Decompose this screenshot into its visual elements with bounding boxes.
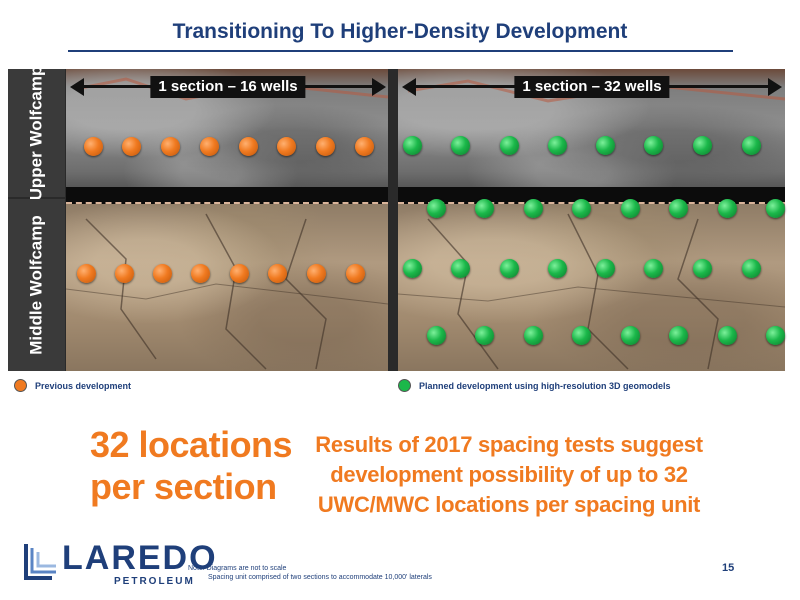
previous-well bbox=[160, 136, 180, 156]
company-logo: LAREDO PETROLEUM bbox=[22, 540, 216, 590]
planned-well bbox=[595, 258, 615, 278]
previous-well bbox=[114, 263, 134, 283]
previous-well bbox=[276, 136, 296, 156]
planned-well bbox=[741, 135, 761, 155]
planned-well bbox=[741, 258, 761, 278]
planned-well bbox=[620, 198, 640, 218]
locations-headline-line2: per section bbox=[90, 466, 277, 507]
planned-well bbox=[765, 325, 785, 345]
previous-well bbox=[354, 136, 374, 156]
locations-headline: 32 locations per section bbox=[90, 424, 305, 508]
results-line3: UWC/MWC locations per spacing unit bbox=[317, 492, 701, 517]
previous-well bbox=[121, 136, 141, 156]
planned-well bbox=[450, 258, 470, 278]
title-divider bbox=[68, 50, 733, 52]
layer-label-upper: Upper Wolfcamp bbox=[8, 66, 65, 200]
results-text: Results of 2017 spacing tests suggest de… bbox=[306, 430, 712, 520]
planned-well bbox=[668, 198, 688, 218]
previous-well bbox=[345, 263, 365, 283]
previous-well bbox=[238, 136, 258, 156]
planned-well bbox=[668, 325, 688, 345]
planned-well bbox=[402, 258, 422, 278]
legend-previous-label: Previous development bbox=[35, 380, 132, 391]
planned-development-panel bbox=[398, 69, 785, 371]
previous-well bbox=[190, 263, 210, 283]
logo-wordmark: LAREDO bbox=[62, 539, 218, 577]
middle-wolfcamp-rock bbox=[66, 204, 388, 371]
planned-well bbox=[426, 198, 446, 218]
planned-well bbox=[571, 325, 591, 345]
legend-previous: Previous development bbox=[14, 379, 131, 392]
planned-well bbox=[571, 198, 591, 218]
section-width-arrow-left: 1 section – 16 wells bbox=[70, 76, 386, 98]
previous-well bbox=[267, 263, 287, 283]
footnote-line2: Spacing unit comprised of two sections t… bbox=[208, 574, 432, 581]
section-width-arrow-right: 1 section – 32 wells bbox=[402, 76, 782, 98]
previous-well bbox=[83, 136, 103, 156]
layer-label-middle-text: Middle Wolfcamp bbox=[26, 215, 46, 355]
rock-fractures bbox=[66, 77, 388, 370]
section-label-left: 1 section – 16 wells bbox=[150, 76, 306, 98]
previous-well bbox=[199, 136, 219, 156]
footnote: Note: Diagrams are not to scale Spacing … bbox=[188, 564, 432, 582]
planned-well bbox=[523, 198, 543, 218]
planned-well bbox=[595, 135, 615, 155]
planned-well bbox=[523, 325, 543, 345]
rock-fractures bbox=[398, 79, 785, 370]
planned-well bbox=[643, 135, 663, 155]
legend-orange-dot-icon bbox=[14, 379, 27, 392]
previous-well bbox=[306, 263, 326, 283]
planned-well bbox=[620, 325, 640, 345]
planned-well bbox=[692, 135, 712, 155]
legend-planned-label: Planned development using high-resolutio… bbox=[419, 380, 671, 391]
planned-well bbox=[450, 135, 470, 155]
previous-development-panel bbox=[66, 69, 388, 371]
planned-well bbox=[765, 198, 785, 218]
previous-well bbox=[76, 263, 96, 283]
results-line2: development possibility of up to 32 bbox=[330, 462, 688, 487]
planned-well bbox=[474, 198, 494, 218]
planned-well bbox=[474, 325, 494, 345]
logo-mark-icon bbox=[24, 544, 56, 580]
previous-well bbox=[229, 263, 249, 283]
planned-well bbox=[692, 258, 712, 278]
planned-well bbox=[402, 135, 422, 155]
previous-well bbox=[152, 263, 172, 283]
legend-planned: Planned development using high-resolutio… bbox=[398, 379, 671, 392]
layer-label-upper-text: Upper Wolfcamp bbox=[26, 65, 46, 201]
planned-well bbox=[643, 258, 663, 278]
planned-well bbox=[547, 258, 567, 278]
previous-well bbox=[315, 136, 335, 156]
results-line1: Results of 2017 spacing tests suggest bbox=[315, 432, 703, 457]
planned-well bbox=[499, 135, 519, 155]
page-number: 15 bbox=[722, 562, 735, 574]
target-divider-line bbox=[66, 202, 388, 204]
layer-label-middle: Middle Wolfcamp bbox=[8, 199, 65, 371]
locations-headline-line1: 32 locations bbox=[90, 424, 293, 465]
target-divider-line bbox=[398, 202, 785, 204]
middle-wolfcamp-rock bbox=[398, 204, 785, 371]
legend-green-dot-icon bbox=[398, 379, 411, 392]
logo-subtitle: PETROLEUM bbox=[114, 576, 195, 587]
page-title: Transitioning To Higher-Density Developm… bbox=[172, 20, 628, 43]
footnote-line1: Note: Diagrams are not to scale bbox=[188, 565, 287, 572]
section-label-right: 1 section – 32 wells bbox=[514, 76, 670, 98]
planned-well bbox=[547, 135, 567, 155]
planned-well bbox=[499, 258, 519, 278]
planned-well bbox=[426, 325, 446, 345]
planned-well bbox=[717, 198, 737, 218]
planned-well bbox=[717, 325, 737, 345]
